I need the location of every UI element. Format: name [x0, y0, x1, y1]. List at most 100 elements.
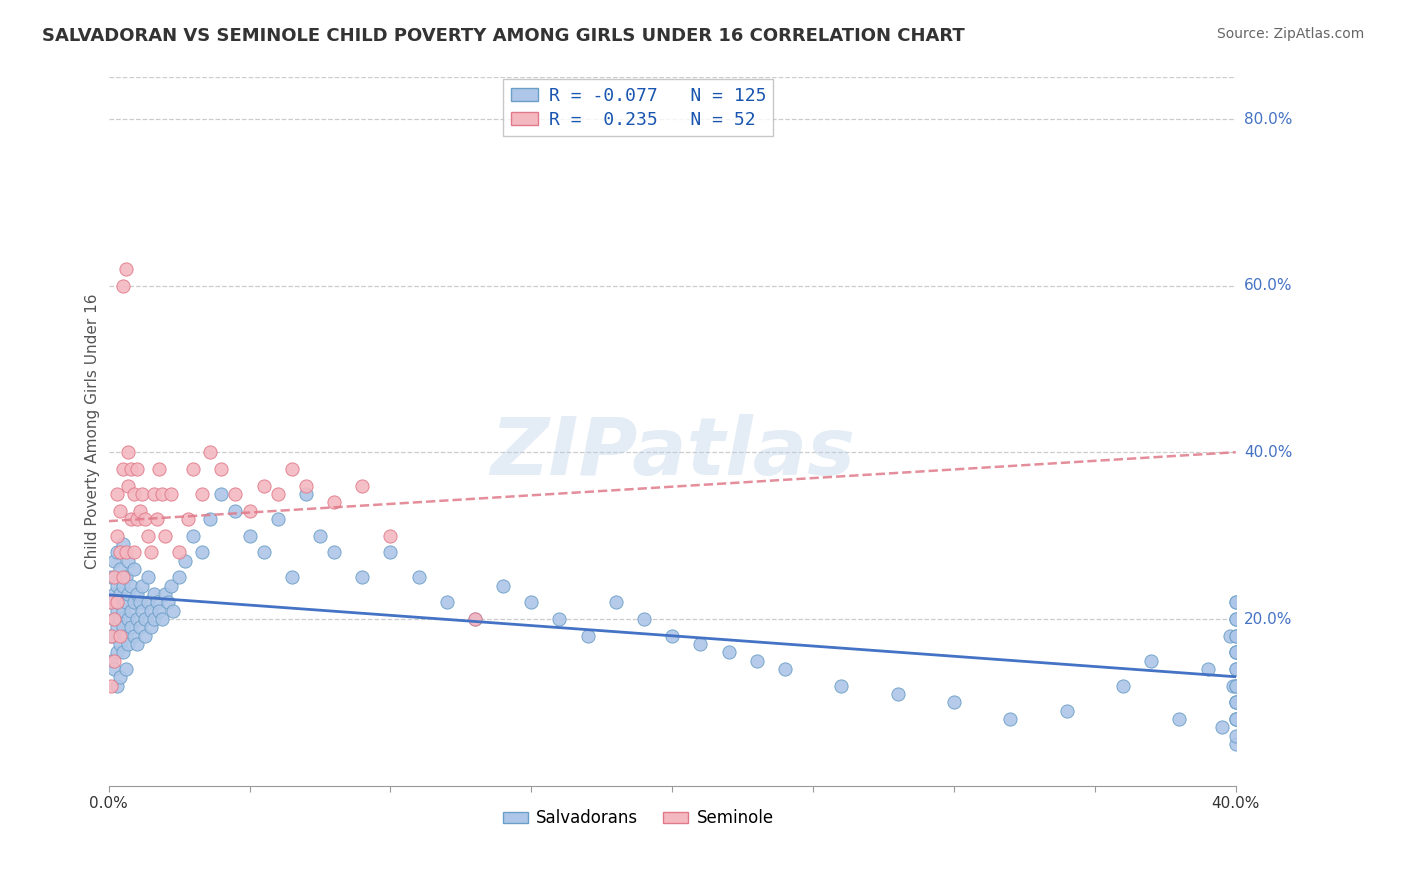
- Point: [122, 629, 145, 643]
- Point: [181, 462, 204, 476]
- Point: [1225, 629, 1247, 643]
- Point: [886, 687, 908, 701]
- Point: [105, 620, 128, 634]
- Point: [267, 487, 290, 501]
- Point: [128, 595, 150, 609]
- Point: [120, 462, 142, 476]
- Point: [145, 595, 167, 609]
- Text: Source: ZipAtlas.com: Source: ZipAtlas.com: [1216, 27, 1364, 41]
- Point: [111, 462, 134, 476]
- Point: [142, 587, 165, 601]
- Point: [103, 570, 125, 584]
- Point: [108, 504, 131, 518]
- Point: [114, 570, 136, 584]
- Point: [105, 595, 128, 609]
- Point: [131, 604, 153, 618]
- Point: [309, 529, 332, 543]
- Point: [1225, 696, 1247, 710]
- Point: [122, 562, 145, 576]
- Point: [125, 612, 148, 626]
- Point: [148, 462, 170, 476]
- Point: [323, 495, 346, 509]
- Point: [1000, 712, 1022, 726]
- Point: [1225, 729, 1247, 743]
- Point: [1140, 654, 1163, 668]
- Point: [105, 645, 128, 659]
- Point: [1211, 721, 1233, 735]
- Point: [103, 612, 125, 626]
- Point: [125, 637, 148, 651]
- Point: [153, 587, 176, 601]
- Point: [1219, 629, 1241, 643]
- Point: [224, 504, 246, 518]
- Point: [114, 545, 136, 559]
- Point: [352, 479, 374, 493]
- Point: [150, 612, 173, 626]
- Point: [224, 487, 246, 501]
- Point: [117, 445, 139, 459]
- Point: [105, 595, 128, 609]
- Point: [436, 595, 458, 609]
- Point: [114, 629, 136, 643]
- Point: [942, 696, 965, 710]
- Point: [198, 445, 221, 459]
- Point: [108, 612, 131, 626]
- Point: [238, 529, 260, 543]
- Point: [159, 487, 181, 501]
- Point: [281, 570, 304, 584]
- Text: 80.0%: 80.0%: [1244, 112, 1292, 127]
- Point: [108, 629, 131, 643]
- Point: [380, 545, 402, 559]
- Point: [122, 487, 145, 501]
- Point: [105, 604, 128, 618]
- Point: [122, 595, 145, 609]
- Point: [114, 662, 136, 676]
- Point: [1225, 696, 1247, 710]
- Point: [1222, 679, 1244, 693]
- Point: [1225, 737, 1247, 751]
- Point: [103, 587, 125, 601]
- Text: 60.0%: 60.0%: [1244, 278, 1292, 293]
- Point: [492, 579, 515, 593]
- Point: [134, 629, 156, 643]
- Point: [114, 262, 136, 277]
- Point: [120, 579, 142, 593]
- Point: [142, 612, 165, 626]
- Point: [352, 570, 374, 584]
- Point: [252, 545, 274, 559]
- Point: [190, 545, 212, 559]
- Point: [120, 604, 142, 618]
- Point: [100, 570, 122, 584]
- Point: [173, 554, 195, 568]
- Point: [1197, 662, 1219, 676]
- Point: [103, 554, 125, 568]
- Point: [190, 487, 212, 501]
- Point: [153, 529, 176, 543]
- Point: [176, 512, 198, 526]
- Point: [548, 612, 571, 626]
- Point: [105, 529, 128, 543]
- Point: [1225, 662, 1247, 676]
- Point: [108, 637, 131, 651]
- Point: [117, 612, 139, 626]
- Point: [717, 645, 740, 659]
- Point: [167, 545, 190, 559]
- Point: [103, 612, 125, 626]
- Point: [103, 629, 125, 643]
- Point: [198, 512, 221, 526]
- Point: [142, 487, 165, 501]
- Point: [125, 587, 148, 601]
- Point: [1225, 712, 1247, 726]
- Point: [139, 620, 162, 634]
- Point: [238, 504, 260, 518]
- Point: [209, 462, 232, 476]
- Point: [105, 579, 128, 593]
- Point: [105, 545, 128, 559]
- Point: [117, 587, 139, 601]
- Point: [111, 537, 134, 551]
- Text: 20.0%: 20.0%: [1244, 612, 1292, 626]
- Point: [100, 595, 122, 609]
- Point: [267, 512, 290, 526]
- Point: [1225, 629, 1247, 643]
- Point: [100, 629, 122, 643]
